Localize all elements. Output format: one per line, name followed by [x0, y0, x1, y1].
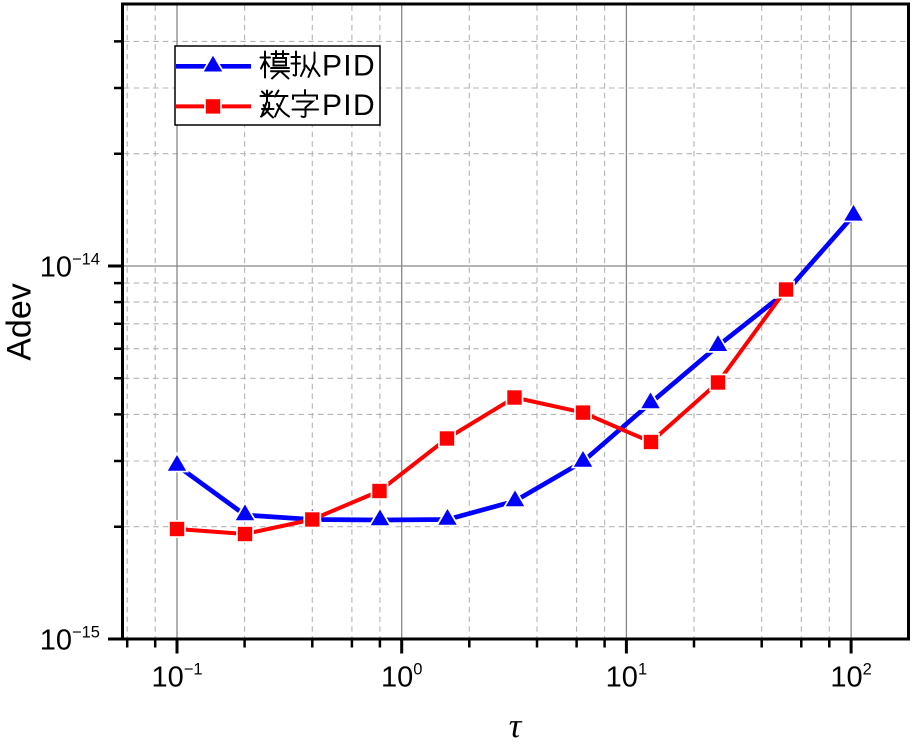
svg-text:τ: τ [509, 706, 523, 745]
svg-text:Adev: Adev [1, 283, 39, 361]
svg-text:PID: PID [322, 50, 376, 83]
svg-text:PID: PID [322, 89, 376, 122]
